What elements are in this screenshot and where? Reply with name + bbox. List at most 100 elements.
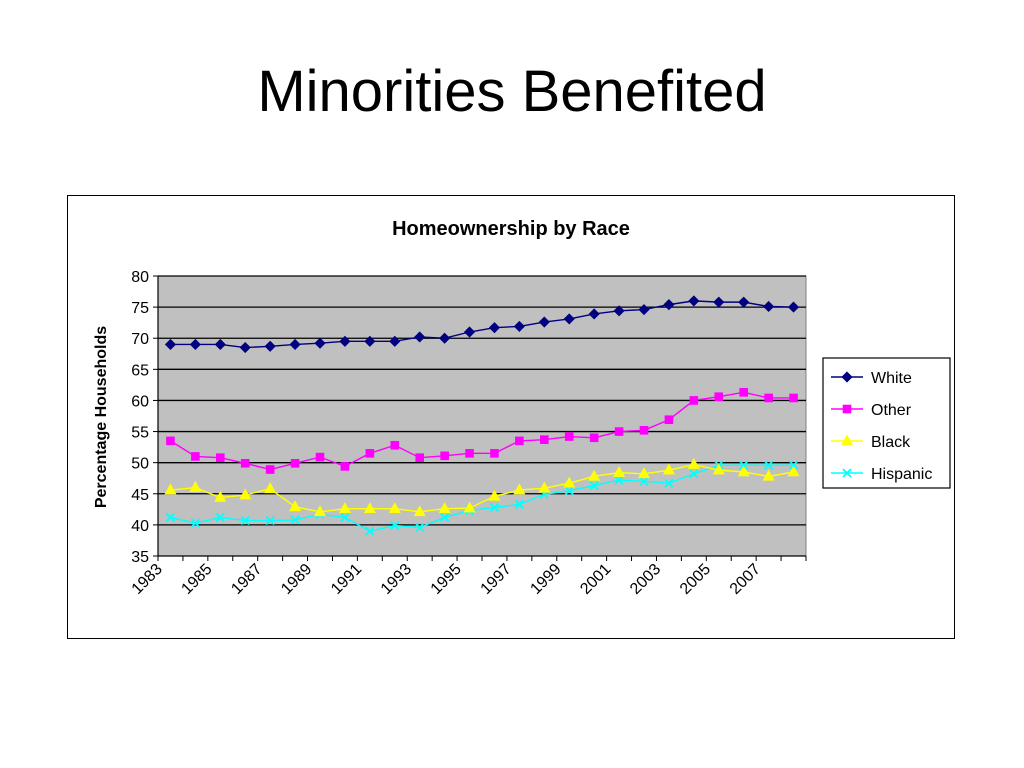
data-point-hispanic [739,460,749,470]
y-tick-label: 65 [131,362,149,379]
data-point-black [463,501,476,513]
data-point-other [739,388,748,397]
data-point-other [689,396,699,405]
plot-background [157,275,807,557]
legend-marker-hispanic [842,468,852,478]
y-tick-label: 55 [131,425,149,442]
data-point-black [787,465,800,477]
data-point-hispanic [390,520,400,531]
data-point-hispanic [564,486,574,496]
data-point-white [663,299,675,311]
data-point-black [189,480,202,492]
data-point-white [513,320,525,332]
data-point-white [289,338,301,351]
x-tick-label: 1985 [178,561,215,598]
data-point-other [415,453,424,462]
legend-item-black: Black [831,434,911,451]
data-point-black [313,505,327,517]
data-point-black [513,483,526,495]
series-black [164,457,800,517]
chart-frame: Homeownership by Race 35 40 45 50 55 60 65 70 75… [67,195,955,639]
y-tick-label: 35 [131,549,149,566]
data-point-white [463,326,476,338]
data-point-white [613,305,625,317]
series-line-hispanic [170,464,794,532]
x-tick-label: 1991 [328,561,365,598]
data-point-black [588,469,601,481]
data-point-hispanic [439,512,450,523]
data-point-hispanic [639,476,649,486]
data-point-white [264,340,276,352]
data-point-other [340,462,350,471]
data-point-other [490,449,499,458]
data-point-other [789,393,798,403]
data-point-other [639,426,649,435]
data-point-white [488,322,501,334]
x-tick-label: 2001 [577,561,614,598]
data-point-hispanic [265,515,275,526]
series-white [164,295,800,354]
x-tick-label: 2005 [677,561,714,598]
data-point-black [338,502,351,514]
data-point-hispanic [165,512,176,523]
data-point-white [763,300,775,313]
data-point-other [216,453,225,462]
legend-marker-other [842,404,852,414]
data-point-black [712,463,725,475]
data-point-white [738,296,750,308]
plot-area: 35 40 45 50 55 60 65 70 75 80 1983 1985 1987 1989 1991… [129,269,807,598]
data-point-hispanic [614,475,624,485]
series-other [166,388,798,474]
x-tick-label: 1987 [228,561,265,598]
data-point-other [440,451,449,461]
data-point-white [588,308,600,320]
x-tick-label: 1999 [527,561,564,598]
x-tick-label: 1997 [478,561,515,598]
data-point-black [762,469,775,481]
data-point-white [538,316,550,328]
data-point-white [439,332,451,344]
data-point-other [614,427,624,436]
data-point-hispanic [589,481,599,491]
data-point-other [191,452,200,461]
data-point-other [764,393,773,403]
data-point-white [688,295,700,307]
y-tick-label: 50 [131,456,149,473]
data-point-hispanic [664,478,674,488]
data-point-hispanic [190,518,201,528]
data-point-black [264,482,277,494]
data-point-white [563,313,575,325]
data-point-black [687,457,700,469]
data-point-black [289,500,302,512]
x-tick-label: 1983 [129,561,166,598]
data-point-other [240,458,250,468]
data-point-white [339,335,351,347]
x-tick-label: 2007 [727,561,764,598]
y-tick-label: 45 [131,487,149,504]
data-point-white [214,338,226,351]
data-point-black [737,465,750,477]
y-tick-label: 70 [131,331,149,348]
data-point-white [638,304,650,316]
x-tick-label: 1993 [378,561,415,598]
legend-label-hispanic: Hispanic [871,466,932,483]
data-point-other [515,436,524,446]
data-point-other [465,449,474,458]
data-point-other [265,465,275,474]
y-tick-label: 40 [131,518,149,535]
data-point-hispanic [763,460,774,470]
data-point-black [662,463,675,475]
legend-marker-white [841,371,853,383]
data-point-white [389,335,401,347]
x-tick-label: 1995 [428,561,465,598]
data-point-black [438,502,451,514]
data-point-hispanic [415,522,425,533]
legend-item-other: Other [831,402,912,419]
legend-marker-black [840,434,854,446]
data-point-black [538,481,551,493]
data-point-other [714,392,724,402]
data-point-other [589,433,599,443]
chart-legend: White Other Black Hispanic [822,357,951,489]
data-point-white [314,337,326,349]
data-point-white [164,338,177,351]
